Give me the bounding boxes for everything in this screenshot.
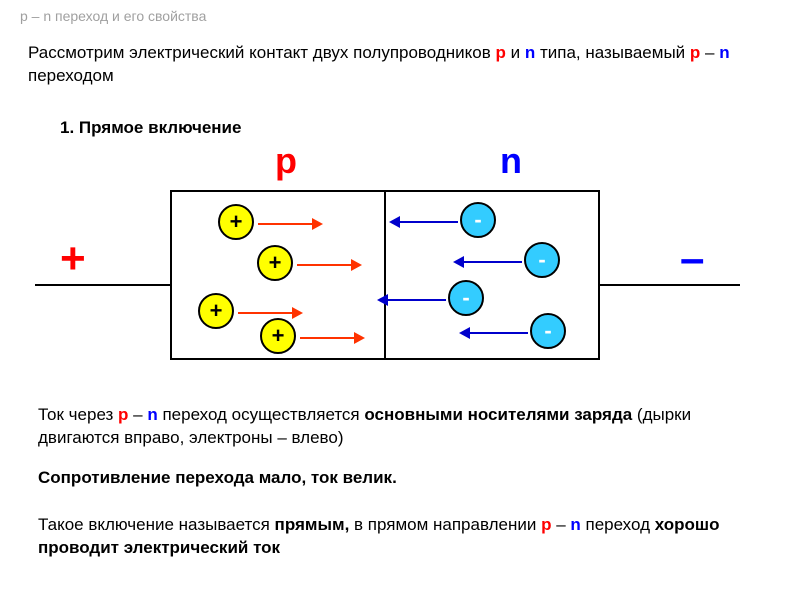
- text: переход: [581, 515, 655, 534]
- arrowhead-icon: [312, 218, 323, 230]
- p-letter: p: [690, 43, 700, 62]
- n-letter: n: [525, 43, 535, 62]
- p-letter: p: [118, 405, 128, 424]
- hole-carrier: +: [218, 204, 254, 240]
- section-heading: 1. Прямое включение: [60, 118, 241, 138]
- electron-arrow: [468, 332, 528, 334]
- hole-arrow: .arrow-right[data-k="258"]::after{border…: [258, 223, 314, 225]
- p-region-label: p: [275, 140, 297, 182]
- electron-carrier: -: [524, 242, 560, 278]
- n-letter: n: [570, 515, 580, 534]
- text: переход осуществляется: [158, 405, 365, 424]
- electron-carrier: -: [448, 280, 484, 316]
- arrowhead-icon: [351, 259, 362, 271]
- text: –: [551, 515, 570, 534]
- slide-title: p – n переход и его свойства: [20, 8, 206, 24]
- n-region-label: n: [500, 140, 522, 182]
- electron-arrow: [462, 261, 522, 263]
- bold-text: прямым,: [275, 515, 350, 534]
- minus-terminal: –: [680, 234, 704, 284]
- arrowhead-icon: [453, 256, 464, 268]
- text: Рассмотрим электрический контакт двух по…: [28, 43, 496, 62]
- paragraph-resistance: Сопротивление перехода мало, ток велик.: [38, 468, 770, 488]
- text: типа, называемый: [535, 43, 690, 62]
- text: Такое включение называется: [38, 515, 275, 534]
- wire-right: [600, 284, 740, 286]
- p-letter: p: [541, 515, 551, 534]
- hole-arrow: .arrow-right[data-k="297"]::after{border…: [297, 264, 353, 266]
- electron-arrow: [398, 221, 458, 223]
- arrowhead-icon: [377, 294, 388, 306]
- text: –: [128, 405, 147, 424]
- arrowhead-icon: [292, 307, 303, 319]
- arrowhead-icon: [389, 216, 400, 228]
- n-letter: n: [719, 43, 729, 62]
- text: и: [506, 43, 525, 62]
- hole-carrier: +: [198, 293, 234, 329]
- bold-text: основными носителями заряда: [364, 405, 632, 424]
- electron-carrier: -: [530, 313, 566, 349]
- hole-carrier: +: [260, 318, 296, 354]
- plus-terminal: +: [60, 234, 86, 284]
- intro-paragraph: Рассмотрим электрический контакт двух по…: [28, 42, 770, 88]
- arrowhead-icon: [354, 332, 365, 344]
- paragraph-forward: Такое включение называется прямым, в пря…: [38, 514, 770, 560]
- hole-arrow: .arrow-right[data-k="238"]::after{border…: [238, 312, 294, 314]
- electron-arrow: [386, 299, 446, 301]
- arrowhead-icon: [459, 327, 470, 339]
- text: Ток через: [38, 405, 118, 424]
- junction-divider: [384, 190, 386, 360]
- hole-carrier: +: [257, 245, 293, 281]
- electron-carrier: -: [460, 202, 496, 238]
- hole-arrow: .arrow-right[data-k="300"]::after{border…: [300, 337, 356, 339]
- text: переходом: [28, 66, 114, 85]
- n-letter: n: [147, 405, 157, 424]
- text: –: [700, 43, 719, 62]
- wire-left: [35, 284, 170, 286]
- p-letter: p: [496, 43, 506, 62]
- paragraph-current: Ток через p – n переход осуществляется о…: [38, 404, 770, 450]
- text: в прямом направлении: [349, 515, 541, 534]
